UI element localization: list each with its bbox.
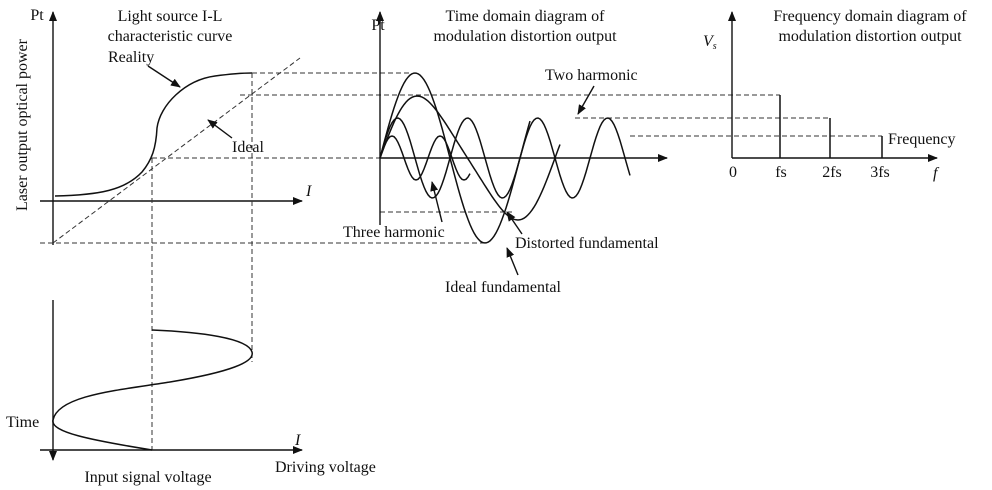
axis-label: Vs (703, 33, 717, 52)
title: modulation distortion output (433, 28, 617, 45)
label: Ideal fundamental (445, 279, 562, 296)
title: Time domain diagram of (446, 8, 606, 25)
axis-label: I (305, 183, 312, 200)
label: Two harmonic (545, 67, 638, 84)
title: Frequency domain diagram of (773, 8, 967, 25)
reality-curve (54, 72, 253, 197)
two-harmonic (379, 117, 631, 199)
arrow (577, 85, 595, 115)
frequency-panel: Frequency domain diagram of modulation d… (703, 8, 967, 182)
subscript: s (713, 41, 717, 52)
time-panel: Pt Time domain diagram of modulation dis… (343, 8, 668, 296)
label: Input signal voltage (84, 469, 211, 486)
ideal-fundamental (379, 72, 531, 244)
il-panel: Pt Light source I-L characteristic curve… (14, 7, 312, 245)
label: Ideal (232, 139, 265, 156)
label: Distorted fundamental (515, 235, 659, 252)
title: characteristic curve (108, 28, 233, 45)
tick-label: 0 (729, 164, 737, 181)
three-harmonic (379, 135, 471, 181)
label: Reality (108, 49, 154, 66)
projections (40, 72, 882, 450)
ideal-line (52, 57, 301, 244)
axis-label: Pt (30, 7, 44, 24)
arrow (506, 211, 523, 235)
symbol: V (703, 33, 715, 50)
label: Three harmonic (343, 224, 445, 241)
side-label: Laser output optical power (14, 38, 31, 211)
axis-label: Time (6, 414, 39, 431)
tick-label: 2fs (822, 164, 842, 181)
axis-label: I (294, 432, 301, 449)
arrow (147, 65, 181, 88)
title: Light source I-L (118, 8, 223, 25)
title: modulation distortion output (778, 28, 962, 45)
tick-label: fs (775, 164, 787, 181)
input-signal (52, 329, 253, 451)
label: Driving voltage (275, 459, 376, 476)
arrow (506, 247, 519, 276)
tick-label: 3fs (870, 164, 890, 181)
arrow (207, 119, 233, 139)
label: Frequency (888, 131, 956, 148)
input-panel: Time I Input signal voltage Driving volt… (6, 300, 376, 486)
arrow (430, 181, 443, 223)
axis-label: Pt (371, 17, 385, 34)
axis-label: f (933, 165, 940, 182)
distorted-fundamental (379, 95, 561, 221)
